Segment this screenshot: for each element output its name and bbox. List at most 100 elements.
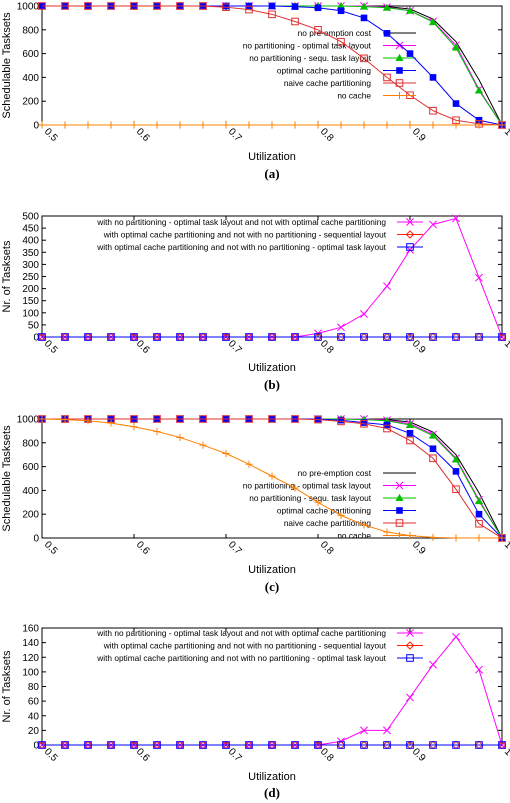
data-point — [153, 333, 161, 341]
data-point — [130, 415, 138, 423]
legend-marker — [406, 654, 414, 662]
data-point — [337, 416, 345, 424]
data-point — [222, 449, 230, 458]
data-point — [337, 333, 345, 341]
legend-label: with no partitioning - optimal task layo… — [96, 217, 386, 227]
chart-a: 0 200 400 600 800 1000 0.5 0.6 0.7 0.8 0.9 1 Utiliza… — [1, 2, 510, 182]
data-point — [291, 484, 299, 492]
data-point — [475, 333, 483, 341]
data-point — [38, 333, 46, 341]
data-point — [314, 415, 322, 423]
data-point — [498, 534, 506, 542]
legend-marker — [395, 79, 404, 87]
data-point — [84, 2, 92, 10]
data-point — [383, 528, 391, 536]
data-point — [153, 2, 161, 10]
data-point — [107, 121, 115, 129]
data-point — [245, 460, 253, 468]
data-point — [429, 431, 437, 439]
data-point — [222, 121, 230, 129]
data-point — [429, 121, 437, 129]
x-tick-label: 0.5 — [42, 126, 60, 144]
data-point — [383, 121, 391, 129]
y-tick-label: 100 — [22, 308, 39, 319]
data-point — [245, 415, 253, 423]
data-point — [107, 333, 115, 341]
x-tick-label: 0.6 — [134, 338, 152, 356]
data-point — [268, 121, 276, 129]
data-point — [130, 121, 138, 129]
x-tick-label: 1 — [502, 338, 510, 350]
data-point — [222, 2, 230, 10]
y-tick-label: 80 — [28, 682, 40, 693]
x-tick-label: 0.8 — [318, 126, 336, 144]
data-point — [84, 741, 92, 749]
legend-label: no cache — [337, 531, 371, 541]
data-point — [153, 427, 161, 436]
data-point — [176, 2, 184, 10]
x-axis-label: Utilization — [248, 151, 296, 163]
legend-label: no pre-emption cost — [298, 28, 372, 38]
data-point — [291, 333, 299, 341]
y-tick-label: 300 — [22, 260, 39, 271]
y-axis-label: Schedulable Tasksets — [1, 425, 13, 532]
data-point — [452, 214, 460, 223]
data-point — [38, 415, 46, 423]
data-point — [452, 100, 460, 107]
series-5 — [38, 415, 506, 542]
data-point — [245, 5, 253, 14]
data-point — [84, 121, 92, 129]
data-point — [153, 121, 161, 129]
x-tick-label: 0.9 — [410, 338, 428, 356]
data-point — [176, 433, 184, 442]
data-point — [360, 419, 368, 426]
data-point — [337, 7, 345, 15]
legend-marker — [395, 493, 404, 501]
data-point — [360, 310, 368, 318]
legend-label: with optimal cache partitioning and not … — [103, 641, 387, 651]
y-tick-label: 150 — [22, 296, 39, 307]
data-point — [429, 533, 437, 542]
data-point — [498, 121, 506, 129]
data-point — [360, 419, 368, 428]
x-tick-label: 0.7 — [226, 338, 244, 356]
y-tick-label: 600 — [22, 462, 39, 473]
data-point — [337, 417, 345, 426]
data-point — [268, 741, 276, 749]
data-point — [268, 415, 276, 423]
y-tick-label: 400 — [22, 236, 39, 247]
data-point — [498, 741, 506, 749]
data-point — [337, 741, 345, 749]
y-tick-label: 1000 — [17, 2, 40, 13]
data-point — [383, 726, 391, 735]
data-point — [268, 10, 276, 19]
data-point — [268, 472, 276, 480]
data-point — [222, 333, 230, 341]
x-tick-label: 0.5 — [42, 746, 60, 764]
data-point — [176, 121, 184, 129]
y-tick-label: 200 — [22, 97, 39, 108]
data-point — [61, 333, 69, 341]
data-point — [291, 415, 299, 423]
data-point — [475, 534, 483, 542]
data-point — [291, 121, 299, 129]
legend-label: optimal cache partitioning — [277, 506, 371, 516]
data-point — [360, 2, 368, 10]
data-point — [337, 323, 345, 332]
data-point — [429, 106, 437, 115]
data-point — [291, 17, 299, 26]
data-point — [38, 2, 46, 10]
data-point — [61, 2, 69, 10]
data-point — [406, 693, 414, 702]
data-point — [475, 519, 483, 528]
data-point — [314, 741, 322, 749]
y-tick-label: 40 — [28, 711, 40, 722]
data-point — [337, 1, 345, 9]
data-point — [475, 121, 483, 129]
data-point — [61, 415, 69, 424]
data-point — [268, 2, 276, 10]
data-point — [314, 26, 322, 34]
data-point — [452, 485, 460, 494]
legend-marker — [395, 519, 404, 527]
series-2 — [38, 741, 506, 749]
